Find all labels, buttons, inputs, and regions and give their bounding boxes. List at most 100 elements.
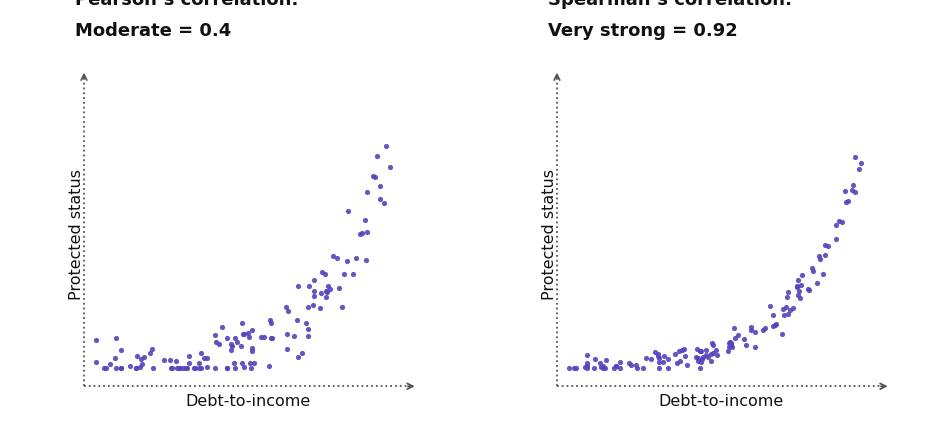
Point bbox=[318, 287, 333, 294]
Point bbox=[782, 306, 797, 313]
Point bbox=[700, 353, 715, 361]
Point bbox=[188, 364, 203, 371]
Point bbox=[774, 330, 789, 337]
Point bbox=[306, 288, 321, 295]
Point bbox=[779, 293, 794, 301]
Point bbox=[315, 269, 330, 276]
Point bbox=[660, 364, 675, 371]
Point bbox=[278, 303, 293, 310]
Point bbox=[699, 352, 714, 359]
Point bbox=[693, 348, 708, 355]
Point bbox=[651, 364, 666, 371]
Point bbox=[785, 305, 800, 312]
Point bbox=[373, 195, 388, 202]
Point bbox=[781, 310, 796, 317]
Point bbox=[566, 364, 581, 371]
Point bbox=[236, 363, 251, 370]
Point bbox=[176, 364, 191, 371]
Point bbox=[791, 291, 806, 298]
Point bbox=[846, 181, 861, 189]
Point bbox=[674, 346, 689, 353]
Point bbox=[137, 353, 152, 361]
Point bbox=[708, 346, 723, 353]
Point bbox=[369, 152, 384, 159]
Point bbox=[595, 362, 610, 370]
Point bbox=[360, 228, 375, 235]
Point bbox=[187, 364, 202, 371]
Point bbox=[245, 348, 260, 355]
Point bbox=[579, 364, 594, 371]
Point bbox=[804, 264, 819, 271]
Point bbox=[130, 352, 145, 359]
Point bbox=[89, 336, 104, 344]
Point bbox=[613, 364, 628, 371]
Point bbox=[163, 357, 177, 364]
Point bbox=[164, 364, 179, 371]
Point bbox=[305, 301, 320, 308]
Point bbox=[262, 362, 276, 369]
Point bbox=[703, 350, 718, 358]
Point bbox=[235, 330, 250, 337]
Point bbox=[739, 341, 754, 348]
Point bbox=[108, 335, 123, 342]
Point bbox=[114, 364, 129, 371]
Point bbox=[765, 323, 780, 330]
Point bbox=[644, 355, 658, 362]
Point bbox=[262, 316, 277, 323]
Point bbox=[89, 359, 104, 366]
Point bbox=[290, 316, 304, 323]
Point bbox=[219, 364, 234, 371]
Point bbox=[207, 332, 222, 339]
Point bbox=[748, 344, 763, 351]
Point bbox=[134, 356, 149, 363]
Point bbox=[792, 287, 807, 294]
Point bbox=[191, 364, 206, 371]
Point bbox=[652, 358, 667, 366]
Point bbox=[215, 324, 230, 331]
Point bbox=[690, 357, 705, 364]
Point bbox=[181, 352, 196, 359]
Point bbox=[254, 333, 269, 340]
Point bbox=[747, 328, 762, 336]
Point bbox=[224, 347, 239, 354]
Point bbox=[670, 360, 685, 367]
Point bbox=[672, 348, 686, 355]
Point bbox=[242, 334, 257, 341]
Point bbox=[229, 338, 244, 345]
Point bbox=[794, 281, 809, 289]
Point bbox=[234, 319, 249, 326]
Point bbox=[792, 295, 807, 302]
Point bbox=[180, 364, 195, 371]
Point bbox=[720, 347, 735, 354]
Point bbox=[828, 222, 843, 229]
Point bbox=[200, 364, 215, 371]
Point bbox=[331, 284, 346, 292]
Point bbox=[319, 288, 334, 295]
Point bbox=[629, 364, 644, 371]
Point bbox=[777, 311, 792, 319]
Point bbox=[336, 271, 351, 278]
Point bbox=[318, 294, 333, 301]
Point bbox=[613, 358, 628, 366]
Point bbox=[306, 276, 321, 283]
Point bbox=[724, 341, 739, 348]
Point bbox=[817, 241, 832, 248]
Point bbox=[334, 303, 349, 310]
Point bbox=[197, 354, 212, 361]
Point bbox=[244, 364, 259, 371]
Point bbox=[776, 305, 791, 312]
Text: Very strong = 0.92: Very strong = 0.92 bbox=[547, 22, 738, 40]
Point bbox=[320, 283, 335, 290]
Point bbox=[622, 359, 637, 366]
Point bbox=[301, 283, 316, 290]
Point bbox=[609, 362, 624, 369]
Point bbox=[279, 331, 294, 338]
Point bbox=[781, 288, 796, 295]
Point bbox=[723, 338, 738, 345]
Point bbox=[367, 173, 382, 180]
Point bbox=[587, 364, 601, 371]
Point bbox=[706, 349, 721, 357]
Point bbox=[650, 351, 665, 358]
Point bbox=[236, 330, 251, 337]
Point bbox=[353, 231, 368, 238]
